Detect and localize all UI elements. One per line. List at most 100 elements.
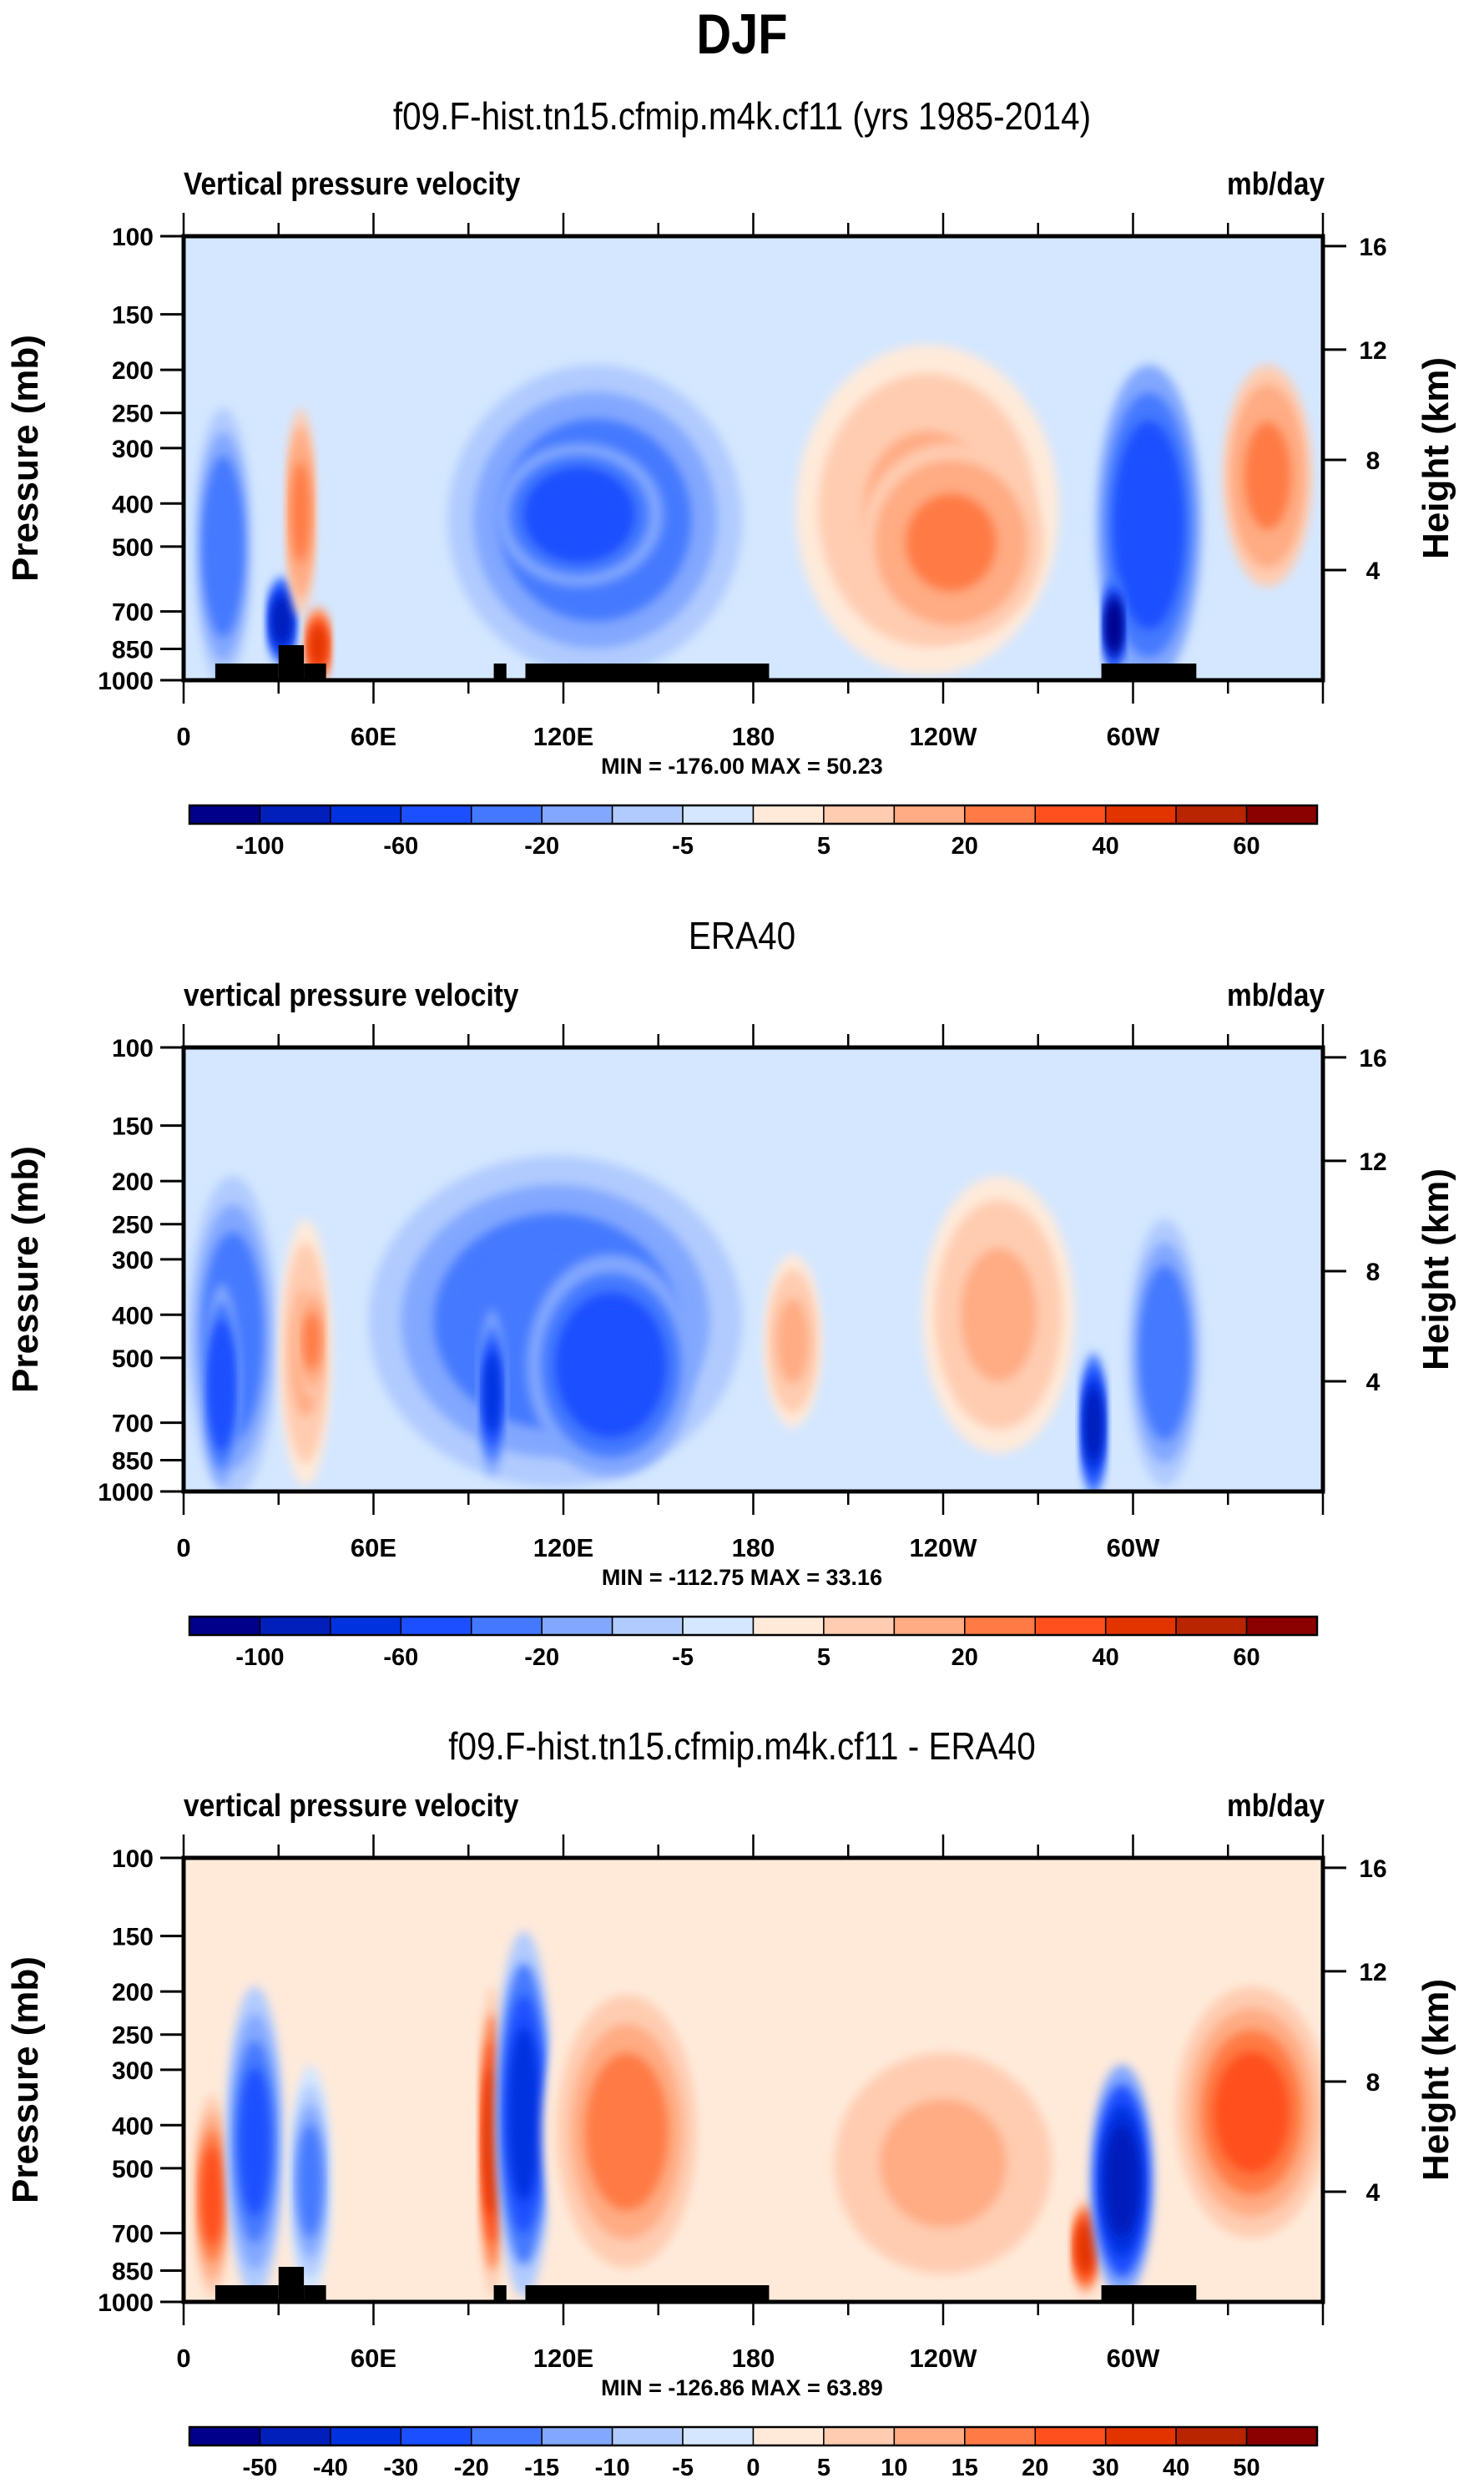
contour-region — [906, 494, 997, 592]
topography-mask — [215, 2285, 279, 2302]
y-tick-label: 400 — [112, 491, 154, 518]
y-tick-label: 100 — [112, 1035, 154, 1062]
y-tick-label: 850 — [112, 1447, 154, 1475]
plot-background — [184, 1858, 1323, 2302]
colorbar-label: -100 — [235, 833, 284, 860]
contour-region — [538, 479, 621, 551]
colorbar-label: -10 — [595, 2455, 630, 2481]
colorbar-swatch — [1104, 2426, 1177, 2446]
x-tick-label: 120E — [533, 722, 593, 751]
x-tick-label: 60E — [351, 1533, 396, 1562]
y-tick-label: 1000 — [98, 1479, 154, 1506]
x-tick-label: 120W — [910, 722, 978, 751]
y-axis-title: Pressure (mb) — [5, 335, 46, 582]
y-tick-label: 500 — [112, 534, 154, 562]
contour-region — [569, 1311, 653, 1420]
y-tick-label: 400 — [112, 1302, 154, 1330]
x-tick-label: 120W — [910, 2344, 978, 2373]
contour-region — [297, 2124, 323, 2238]
colorbar-label: -5 — [672, 1644, 694, 1671]
colorbar-label: 50 — [1233, 2455, 1259, 2481]
colorbar-label: -5 — [672, 2455, 694, 2481]
colorbar-label: -15 — [524, 2455, 559, 2481]
y-tick-label: 250 — [112, 401, 154, 428]
x-tick-label: 120E — [533, 1533, 593, 1562]
colorbar-frame — [188, 1615, 1319, 1637]
y-tick-label: 700 — [112, 599, 154, 627]
contour-region — [1122, 448, 1176, 602]
contour-region — [239, 2067, 271, 2216]
colorbar-swatch — [471, 2426, 543, 2446]
y-tick-label: 850 — [112, 2258, 154, 2285]
y-tick-label: 400 — [112, 2112, 154, 2140]
topography-mask — [278, 2267, 305, 2302]
colorbar-label: 10 — [881, 2455, 907, 2481]
x-tick-label: 60W — [1107, 722, 1160, 751]
colorbar-swatch — [400, 2426, 472, 2446]
min-max-label: MIN = -176.00 MAX = 50.23 — [601, 754, 883, 779]
colorbar-frame — [188, 2425, 1319, 2447]
x-tick-label: 60W — [1107, 2344, 1160, 2373]
y2-axis-title: Height (km) — [1416, 1979, 1456, 2181]
units-label: mb/day — [1226, 978, 1325, 1013]
colorbar-label: -40 — [313, 2455, 348, 2481]
contour-region — [291, 461, 310, 563]
colorbar-swatch — [1245, 2426, 1318, 2446]
y-tick-label: 500 — [112, 1345, 154, 1373]
contour-region — [309, 624, 327, 667]
contour-region — [1244, 421, 1291, 530]
colorbar-label: 5 — [817, 833, 830, 860]
y-tick-label: 300 — [112, 2057, 154, 2085]
colorbar-swatch — [1175, 2426, 1248, 2446]
y-axis-title: Pressure (mb) — [5, 1146, 46, 1393]
colorbar-swatch — [541, 2426, 613, 2446]
topography-mask — [525, 2285, 770, 2302]
panel-title: f09.F-hist.tn15.cfmip.m4k.cf11 - ERA40 — [448, 1724, 1036, 1768]
colorbar-label: -20 — [524, 1644, 559, 1671]
y-tick-label: 700 — [112, 1411, 154, 1438]
colorbar-label: -20 — [524, 833, 559, 860]
figure-title: DJF — [696, 3, 788, 66]
colorbar-label: 20 — [1022, 2455, 1048, 2481]
panel-title: f09.F-hist.tn15.cfmip.m4k.cf11 (yrs 1985… — [392, 94, 1092, 138]
colorbar-label: -60 — [383, 1644, 418, 1671]
y-tick-label: 250 — [112, 1212, 154, 1239]
topography-mask — [215, 664, 279, 680]
colorbar-swatch — [752, 2426, 825, 2446]
y2-axis-title: Height (km) — [1416, 1168, 1456, 1370]
y2-axis-title: Height (km) — [1416, 357, 1456, 559]
y2-tick-label: 16 — [1359, 1855, 1386, 1883]
y-tick-label: 200 — [112, 1168, 154, 1196]
y-tick-label: 700 — [112, 2221, 154, 2248]
variable-label: vertical pressure velocity — [184, 978, 519, 1013]
y-tick-label: 1000 — [98, 668, 154, 695]
colorbar-swatch — [259, 2426, 331, 2446]
y-tick-label: 300 — [112, 436, 154, 463]
topography-mask — [1101, 2285, 1197, 2302]
contour-fill-group — [194, 1930, 1323, 2302]
units-label: mb/day — [1226, 167, 1325, 202]
colorbar-label: 40 — [1163, 2455, 1189, 2481]
panel-chart-2: 0 60E 120E 180 120W 60W 100 150 200 250 300 400 500 7… — [5, 1024, 1456, 1671]
x-tick-label: 0 — [176, 2344, 190, 2373]
colorbar-label: 60 — [1233, 833, 1259, 860]
contour-region — [201, 2146, 224, 2245]
colorbar-label: 15 — [951, 2455, 978, 2481]
colorbar-label: 5 — [817, 2455, 830, 2481]
colorbar-label: 20 — [951, 833, 978, 860]
variable-label: vertical pressure velocity — [184, 1789, 519, 1824]
contour-region — [1076, 2222, 1095, 2274]
y2-tick-label: 8 — [1366, 1259, 1381, 1286]
y-tick-label: 1000 — [98, 2289, 154, 2317]
y2-tick-label: 4 — [1366, 558, 1381, 585]
colorbar-swatch — [823, 2426, 896, 2446]
colorbar-label: -50 — [242, 2455, 277, 2481]
panel-chart-3: 0 60E 120E 180 120W 60W1001502002503004005007… — [5, 1834, 1456, 2481]
y2-tick-label: 8 — [1366, 2069, 1381, 2097]
contour-region — [585, 2052, 669, 2211]
topography-mask — [278, 645, 305, 680]
y-tick-label: 200 — [112, 1979, 154, 2006]
units-label: mb/day — [1226, 1789, 1325, 1824]
contour-region — [1104, 2124, 1140, 2238]
contour-fill-group — [194, 344, 1313, 680]
